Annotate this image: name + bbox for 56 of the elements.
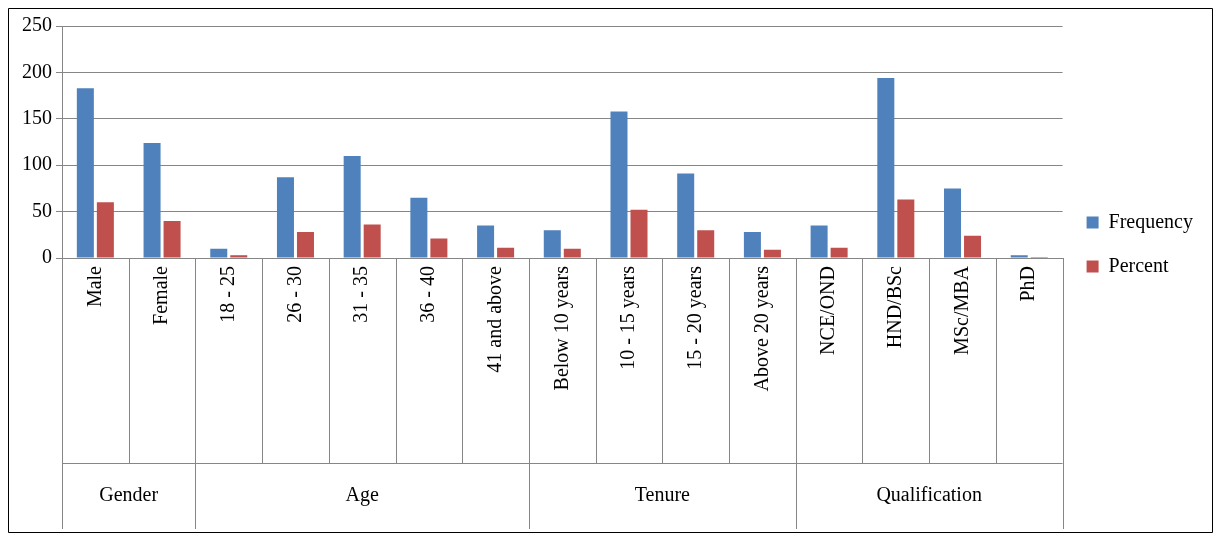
- bar: [430, 238, 448, 258]
- bar: [96, 202, 114, 258]
- x-tick-label: 10 - 15 years: [616, 265, 640, 370]
- bar: [230, 255, 248, 258]
- x-tick-label: 26 - 30: [282, 266, 305, 323]
- bar: [743, 232, 761, 258]
- legend-label: Frequency: [1108, 209, 1194, 233]
- bar: [76, 88, 94, 258]
- bar: [477, 225, 495, 258]
- bar: [363, 224, 381, 258]
- bar: [964, 235, 982, 258]
- y-tick-label: 150: [22, 106, 52, 129]
- text: Gender: [99, 483, 159, 506]
- bar: [763, 249, 781, 258]
- bar: [1010, 255, 1028, 258]
- x-tick-label: MSc/MBA: [949, 265, 972, 355]
- bar: [143, 142, 161, 258]
- x-tick-label: 41 and above: [482, 265, 505, 373]
- x-tick-label: 18 - 25: [216, 266, 239, 323]
- bar: [830, 247, 848, 258]
- x-tick-label: Female: [149, 265, 172, 325]
- legend-label: Percent: [1108, 253, 1169, 276]
- bar: [897, 199, 915, 258]
- text: Tenure: [634, 483, 691, 506]
- bar: [677, 173, 695, 258]
- bar: [296, 232, 314, 258]
- x-tick-label: Above 20 years: [749, 265, 773, 392]
- text: Qualification: [876, 483, 982, 506]
- bar: [610, 111, 628, 258]
- x-tick-label: HND/BSc: [883, 265, 906, 349]
- bar: [944, 188, 962, 258]
- y-tick-label: 0: [42, 245, 52, 268]
- bar: [343, 155, 361, 258]
- bar: [210, 248, 228, 258]
- y-tick-label: 250: [22, 13, 52, 36]
- bar: [810, 225, 828, 258]
- x-tick-label: Male: [82, 265, 105, 308]
- bar: [630, 209, 648, 258]
- bar: [410, 197, 428, 258]
- text: Age: [345, 483, 379, 507]
- x-tick-label: 15 - 20 years: [682, 265, 706, 370]
- x-tick-label: Below 10 years: [549, 265, 573, 391]
- y-tick-label: 200: [22, 59, 52, 82]
- bar: [163, 220, 181, 258]
- y-tick-label: 50: [32, 198, 52, 221]
- y-tick-label: 100: [22, 152, 52, 175]
- bar: [563, 248, 581, 258]
- x-tick-label: 31 - 35: [349, 266, 372, 323]
- bar: [276, 177, 294, 258]
- bar: [697, 230, 715, 258]
- bar: [543, 230, 561, 258]
- x-tick-label: PhD: [1016, 266, 1039, 302]
- bar: [497, 247, 515, 258]
- x-tick-label: 36 - 40: [416, 266, 439, 323]
- x-tick-label: NCE/OND: [816, 266, 839, 355]
- bar: [877, 77, 895, 258]
